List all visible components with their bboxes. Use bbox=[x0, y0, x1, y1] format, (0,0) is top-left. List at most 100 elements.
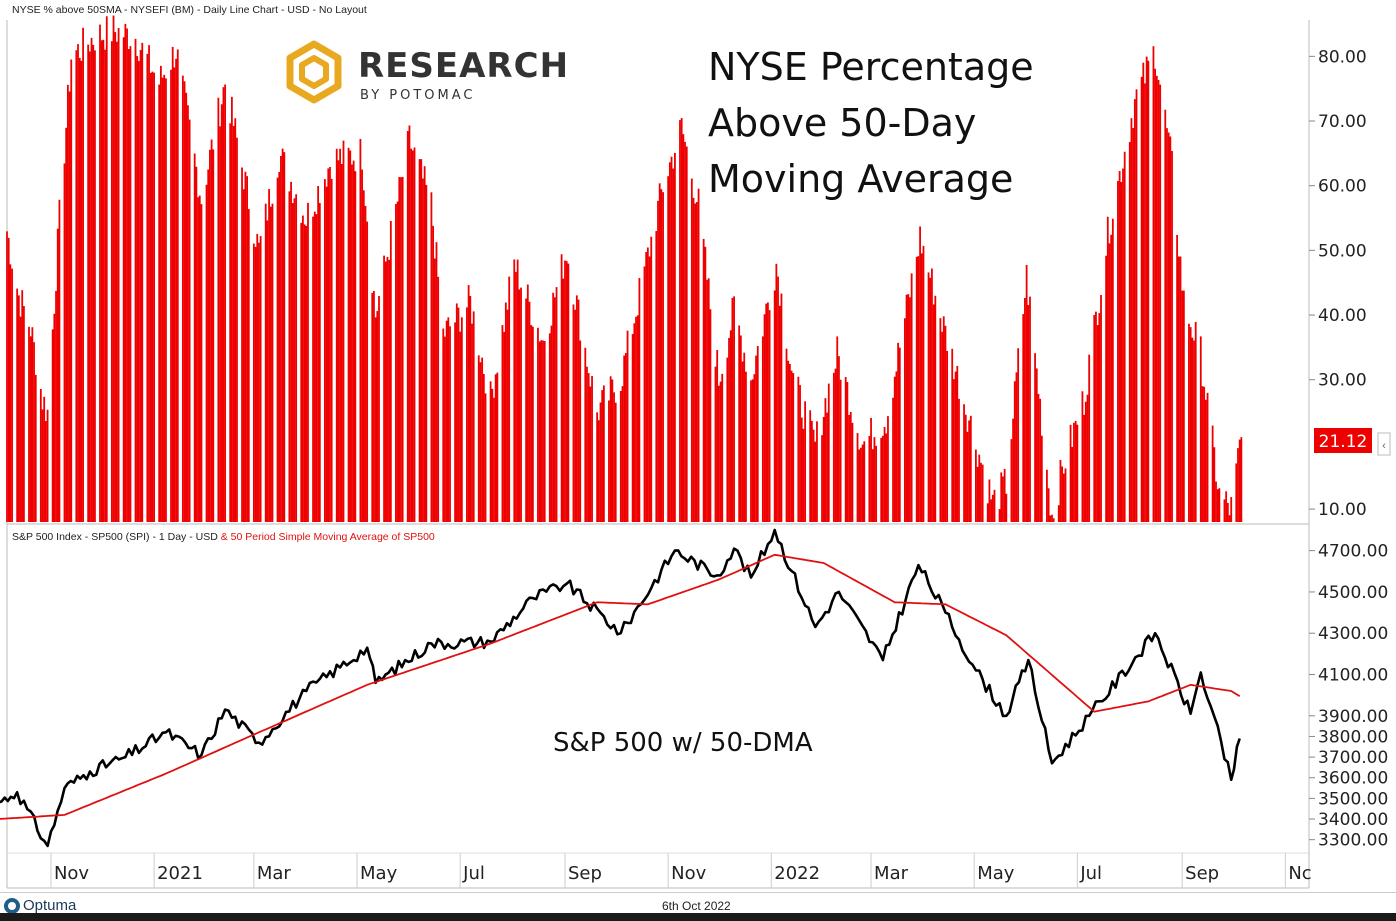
bar bbox=[501, 325, 504, 522]
bar bbox=[719, 381, 722, 522]
bar bbox=[241, 167, 243, 523]
bar bbox=[469, 295, 472, 522]
bar bbox=[1117, 180, 1119, 523]
bar bbox=[738, 325, 741, 522]
bar bbox=[709, 309, 712, 522]
bar bbox=[425, 184, 428, 523]
bar bbox=[9, 264, 12, 522]
bar bbox=[136, 56, 139, 522]
bar bbox=[668, 162, 671, 522]
bar bbox=[1188, 323, 1190, 522]
bar bbox=[1012, 418, 1014, 522]
bar bbox=[1096, 325, 1099, 522]
y-tick-label: 30.00 bbox=[1318, 371, 1367, 391]
scroll-tab[interactable] bbox=[1377, 432, 1391, 456]
bar bbox=[481, 357, 484, 522]
x-tick-label: Sep bbox=[1185, 863, 1219, 884]
bar bbox=[680, 118, 683, 522]
x-tick-label: Mar bbox=[257, 863, 292, 884]
bar bbox=[1017, 348, 1020, 522]
bar bbox=[775, 263, 778, 522]
bar bbox=[608, 400, 610, 522]
bar bbox=[863, 441, 866, 522]
bar bbox=[1039, 398, 1042, 522]
bar bbox=[281, 148, 284, 522]
bar bbox=[337, 160, 340, 522]
bar bbox=[339, 148, 342, 522]
bar bbox=[646, 247, 649, 522]
bar bbox=[690, 178, 693, 523]
bar bbox=[327, 168, 330, 522]
bar bbox=[65, 127, 68, 523]
bar bbox=[685, 146, 688, 523]
bar bbox=[1057, 505, 1060, 522]
y-tick-label: 3700.00 bbox=[1318, 748, 1388, 768]
bar bbox=[410, 148, 413, 522]
bar bbox=[329, 167, 331, 522]
bar bbox=[371, 292, 374, 522]
bar bbox=[1213, 447, 1216, 522]
bar bbox=[1211, 425, 1214, 522]
bar bbox=[1106, 216, 1109, 523]
bar bbox=[932, 304, 935, 522]
bar bbox=[589, 386, 592, 522]
bar bbox=[455, 303, 458, 522]
y-tick-label: 3900.00 bbox=[1318, 707, 1388, 727]
bar bbox=[731, 297, 734, 522]
bottom-chart-info-red: & 50 Period Simple Moving Average of SP5… bbox=[220, 531, 435, 543]
y-tick-label: 60.00 bbox=[1318, 177, 1367, 197]
bar bbox=[1059, 460, 1062, 522]
bar bbox=[489, 381, 492, 522]
bar bbox=[941, 331, 943, 522]
bar bbox=[148, 45, 150, 522]
bar bbox=[838, 356, 840, 522]
bar bbox=[706, 279, 708, 522]
bar bbox=[851, 422, 854, 522]
bar bbox=[1215, 481, 1217, 522]
bar bbox=[516, 259, 519, 522]
bar bbox=[538, 341, 541, 522]
bar bbox=[897, 342, 900, 522]
bar bbox=[1088, 354, 1091, 522]
bar bbox=[903, 318, 906, 522]
bar bbox=[650, 236, 653, 522]
bar bbox=[1201, 386, 1204, 522]
bar bbox=[648, 256, 651, 522]
bar bbox=[46, 409, 49, 522]
bar bbox=[185, 92, 188, 522]
bar bbox=[870, 417, 872, 522]
bar bbox=[222, 87, 225, 522]
bar bbox=[454, 322, 456, 522]
bar bbox=[303, 224, 306, 522]
y-tick-label: 50.00 bbox=[1318, 241, 1367, 261]
bar bbox=[543, 341, 546, 522]
bar bbox=[378, 296, 380, 522]
bar bbox=[335, 148, 338, 523]
bottom-chart-info: S&P 500 Index - SP500 (SPI) - 1 Day - US… bbox=[12, 531, 435, 543]
last-value-tag: 21.12 ‹ bbox=[1314, 428, 1391, 456]
bar bbox=[1002, 476, 1004, 522]
title-line1: NYSE Percentage bbox=[708, 45, 1034, 89]
bar bbox=[55, 290, 57, 522]
bar bbox=[1051, 514, 1053, 522]
bar bbox=[898, 347, 901, 522]
bar bbox=[931, 268, 933, 522]
research-logo: RESEARCH BY POTOMAC bbox=[286, 40, 568, 104]
bar bbox=[513, 259, 516, 522]
bar bbox=[146, 53, 149, 523]
bar bbox=[1166, 128, 1168, 522]
bar bbox=[741, 361, 744, 522]
bar bbox=[305, 225, 308, 522]
bar bbox=[1005, 493, 1008, 522]
bar bbox=[895, 371, 898, 522]
bar bbox=[374, 317, 377, 522]
bar bbox=[318, 203, 321, 522]
bar bbox=[827, 383, 830, 522]
bar bbox=[1218, 488, 1221, 522]
bar bbox=[276, 177, 279, 522]
bar bbox=[114, 32, 117, 522]
bar bbox=[1071, 446, 1074, 522]
bar bbox=[919, 226, 921, 522]
optuma-label: Optuma bbox=[23, 897, 77, 914]
